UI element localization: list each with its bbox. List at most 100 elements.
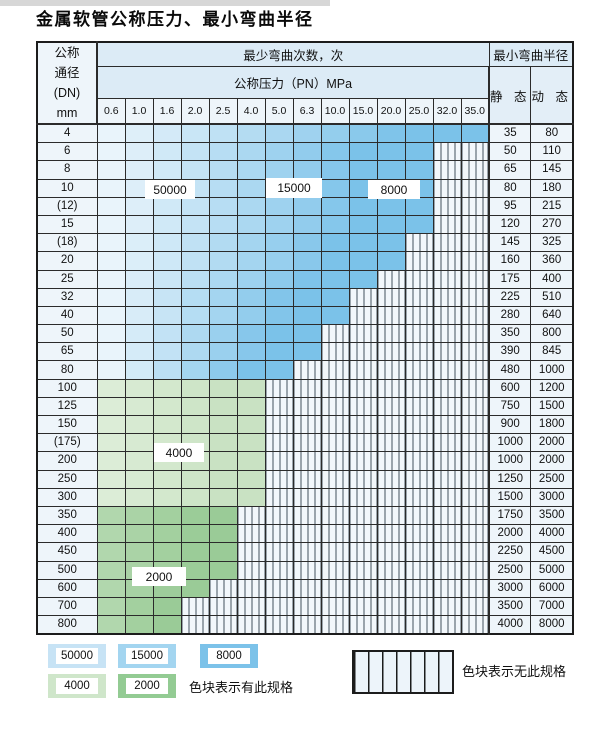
spec-cell xyxy=(348,142,378,162)
spec-cell xyxy=(460,142,490,162)
spec-cell xyxy=(152,269,182,289)
spec-cell xyxy=(292,469,322,489)
dn-cell: 15 xyxy=(36,214,98,235)
spec-cell xyxy=(432,324,462,344)
dynamic-value-cell: 845 xyxy=(530,342,574,362)
spec-cell xyxy=(432,542,462,562)
spec-cell xyxy=(460,578,490,598)
spec-cell xyxy=(292,160,322,180)
spec-cell xyxy=(348,596,378,617)
spec-cell xyxy=(348,542,378,562)
static-value-cell: 390 xyxy=(488,342,532,362)
spec-cell xyxy=(264,396,294,417)
spec-cell xyxy=(348,396,378,417)
spec-cell xyxy=(432,160,462,180)
spec-cell xyxy=(208,251,238,271)
spec-cell xyxy=(236,233,266,253)
spec-cell xyxy=(348,233,378,253)
spec-cell xyxy=(460,233,490,253)
spec-cell xyxy=(460,196,490,216)
static-value-cell: 280 xyxy=(488,305,532,326)
spec-cell xyxy=(432,233,462,253)
spec-cell xyxy=(264,305,294,326)
table-row: 20 160 360 xyxy=(36,251,574,271)
spec-cell xyxy=(208,487,238,507)
pressure-header-cell: 20.0 xyxy=(376,98,406,125)
spec-cell xyxy=(404,378,434,398)
page-title: 金属软管公称压力、最小弯曲半径 xyxy=(36,10,314,29)
spec-cell xyxy=(96,233,126,253)
spec-cell xyxy=(236,542,266,562)
spec-cell xyxy=(180,487,210,507)
spec-cell xyxy=(404,123,434,144)
legend-swatch-4000: 4000 xyxy=(48,674,106,698)
spec-cell xyxy=(208,123,238,144)
spec-cell xyxy=(180,269,210,289)
dn-cell: 600 xyxy=(36,578,98,598)
spec-cell xyxy=(96,615,126,635)
spec-cell xyxy=(264,615,294,635)
spec-cell xyxy=(96,578,126,598)
spec-cell xyxy=(404,214,434,235)
spec-cell xyxy=(124,433,154,453)
spec-cell xyxy=(208,615,238,635)
spec-cell xyxy=(348,360,378,380)
static-value-cell: 65 xyxy=(488,160,532,180)
spec-cell xyxy=(124,451,154,471)
spec-cell xyxy=(320,615,350,635)
spec-cell xyxy=(404,451,434,471)
spec-cell xyxy=(348,305,378,326)
dynamic-value-cell: 4000 xyxy=(530,524,574,544)
table-row: 50 350 800 xyxy=(36,324,574,344)
legend-swatch-label: 15000 xyxy=(126,648,168,664)
spec-cell xyxy=(432,214,462,235)
static-value-cell: 225 xyxy=(488,287,532,307)
spec-cell xyxy=(432,378,462,398)
spec-cell xyxy=(264,596,294,617)
table-header: 公称 通径 (DN) mm 最少弯曲次数，次 最小弯曲半径 公称压力（PN）MP… xyxy=(36,41,574,125)
spec-cell xyxy=(264,123,294,144)
dn-cell: 200 xyxy=(36,451,98,471)
spec-cell xyxy=(376,505,406,526)
static-value-cell: 2250 xyxy=(488,542,532,562)
spec-cell xyxy=(292,342,322,362)
spec-cell xyxy=(376,305,406,326)
dynamic-value-cell: 1200 xyxy=(530,378,574,398)
spec-cell xyxy=(432,487,462,507)
spec-cell xyxy=(264,142,294,162)
dn-cell: 125 xyxy=(36,396,98,417)
static-value-cell: 35 xyxy=(488,123,532,144)
spec-cell xyxy=(404,324,434,344)
spec-cell xyxy=(292,269,322,289)
table-row: 250 1250 2500 xyxy=(36,469,574,489)
spec-cell xyxy=(152,414,182,435)
spec-cell xyxy=(376,487,406,507)
spec-cell xyxy=(264,324,294,344)
spec-cell xyxy=(320,123,350,144)
spec-cell xyxy=(124,524,154,544)
static-value-cell: 750 xyxy=(488,396,532,417)
spec-cell xyxy=(236,360,266,380)
spec-cell xyxy=(292,578,322,598)
legend-swatch-50000: 50000 xyxy=(48,644,106,668)
spec-cell xyxy=(432,342,462,362)
spec-cell xyxy=(292,524,322,544)
dn-cell: 4 xyxy=(36,123,98,144)
spec-cell xyxy=(152,287,182,307)
spec-cell xyxy=(236,269,266,289)
spec-cell xyxy=(236,451,266,471)
spec-cell xyxy=(96,469,126,489)
dynamic-value-cell: 360 xyxy=(530,251,574,271)
spec-cell xyxy=(96,596,126,617)
spec-cell xyxy=(264,342,294,362)
table-row: 200 1000 2000 xyxy=(36,451,574,471)
spec-cell xyxy=(124,469,154,489)
spec-cell xyxy=(348,251,378,271)
static-value-cell: 2000 xyxy=(488,524,532,544)
spec-cell xyxy=(236,524,266,544)
spec-cell xyxy=(180,160,210,180)
spec-cell xyxy=(460,596,490,617)
spec-cell xyxy=(208,451,238,471)
spec-cell xyxy=(264,487,294,507)
pressure-header-cell: 5.0 xyxy=(264,98,294,125)
